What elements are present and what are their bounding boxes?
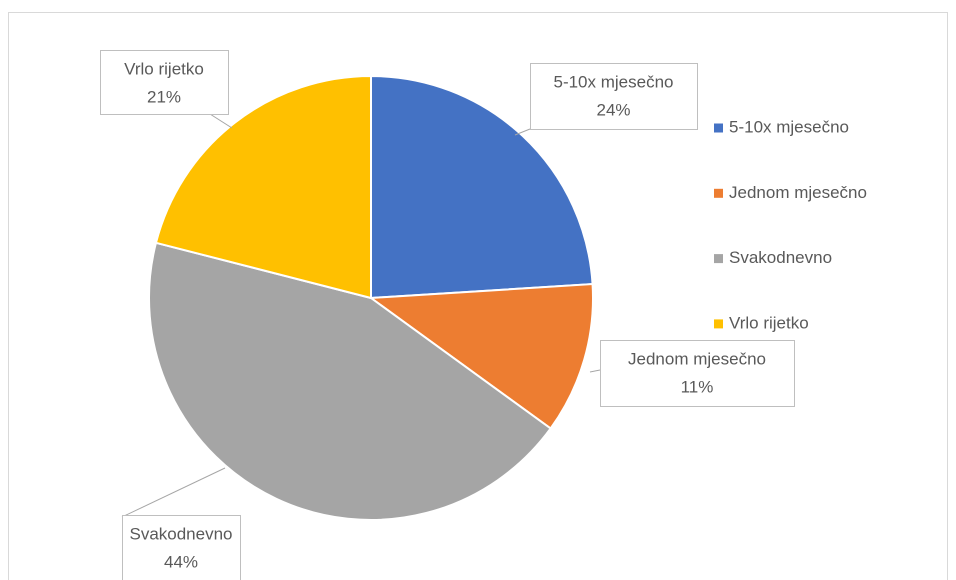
pie-slice [370, 74, 594, 300]
legend-swatch [714, 188, 723, 198]
pie-slice [148, 241, 552, 521]
leader-line [121, 467, 226, 518]
legend-label: Vrlo rijetko [729, 313, 809, 332]
data-label-name: Svakodnevno [129, 524, 232, 543]
data-label-name: 5-10x mjesečno [553, 72, 673, 91]
leader-line [589, 369, 601, 373]
legend-swatch [714, 319, 723, 329]
data-label-value: 21% [147, 87, 181, 106]
pie-slice [368, 283, 594, 430]
pie-slice [154, 74, 372, 300]
data-label-value: 44% [164, 552, 198, 571]
data-label-box [122, 515, 241, 580]
legend-label: Jednom mjesečno [729, 183, 867, 202]
legend-swatch [714, 123, 723, 133]
leader-line [514, 128, 531, 136]
data-label-box [600, 340, 795, 407]
data-label-name: Jednom mjesečno [628, 349, 766, 368]
data-label-box [100, 50, 229, 115]
data-label-box [530, 63, 698, 130]
legend-label: 5-10x mjesečno [729, 117, 849, 136]
legend-label: Svakodnevno [729, 248, 832, 267]
data-label-value: 11% [681, 377, 714, 396]
data-label-name: Vrlo rijetko [124, 59, 204, 78]
leader-line [209, 113, 233, 129]
data-label-value: 24% [596, 100, 630, 119]
legend-swatch [714, 254, 723, 264]
